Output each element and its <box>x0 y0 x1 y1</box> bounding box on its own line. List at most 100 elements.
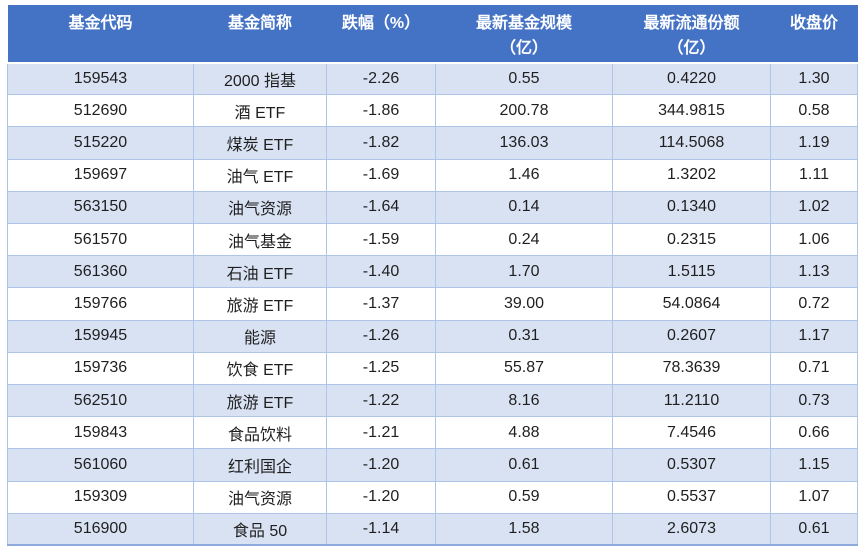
table-row: 515220 煤炭 ETF -1.82 136.03 114.5068 1.19 <box>7 126 858 160</box>
cell-fund-code: 159697 <box>7 158 194 192</box>
table-row: 159309 油气资源 -1.20 0.59 0.5537 1.07 <box>7 480 858 514</box>
cell-fund-scale: 0.59 <box>435 480 613 514</box>
cell-fund-code: 512690 <box>7 94 194 128</box>
cell-fund-scale: 4.88 <box>435 416 613 450</box>
header-fund-code: 基金代码 <box>7 5 194 63</box>
fund-table: 基金代码 基金简称 跌幅（%） 最新基金规模 （亿） 最新流通份额 （亿） 收盘… <box>7 5 858 547</box>
cell-fund-scale: 0.31 <box>435 319 613 353</box>
cell-fund-name: 食品饮料 <box>193 416 327 450</box>
table-row: 516900 食品 50 -1.14 1.58 2.6073 0.61 <box>7 512 858 546</box>
table-row: 562510 旅游 ETF -1.22 8.16 11.2110 0.73 <box>7 383 858 418</box>
cell-fund-scale: 0.55 <box>435 61 613 96</box>
cell-fund-name: 红利国企 <box>193 448 327 482</box>
table-row: 159843 食品饮料 -1.21 4.88 7.4546 0.66 <box>7 416 858 450</box>
cell-fund-scale: 1.46 <box>435 158 613 192</box>
cell-decline-pct: -1.40 <box>326 255 436 289</box>
cell-decline-pct: -1.26 <box>326 319 436 353</box>
cell-circulating-shares: 2.6073 <box>612 512 771 546</box>
table-row: 561570 油气基金 -1.59 0.24 0.2315 1.06 <box>7 223 858 257</box>
table-header: 基金代码 基金简称 跌幅（%） 最新基金规模 （亿） 最新流通份额 （亿） 收盘… <box>7 5 858 63</box>
cell-fund-scale: 136.03 <box>435 126 613 160</box>
header-decline-pct: 跌幅（%） <box>326 5 436 63</box>
cell-close-price: 0.58 <box>770 94 858 128</box>
cell-close-price: 1.30 <box>770 61 858 96</box>
cell-decline-pct: -1.59 <box>326 223 436 257</box>
cell-circulating-shares: 0.4220 <box>612 61 771 96</box>
cell-fund-code: 516900 <box>7 512 194 546</box>
cell-fund-name: 油气 ETF <box>193 158 327 192</box>
cell-circulating-shares: 0.5307 <box>612 448 771 482</box>
header-row: 基金代码 基金简称 跌幅（%） 最新基金规模 （亿） 最新流通份额 （亿） 收盘… <box>7 5 858 63</box>
cell-fund-code: 159766 <box>7 287 194 321</box>
cell-fund-code: 563150 <box>7 190 194 225</box>
cell-decline-pct: -1.69 <box>326 158 436 192</box>
cell-decline-pct: -1.21 <box>326 416 436 450</box>
cell-fund-code: 159543 <box>7 61 194 96</box>
cell-close-price: 0.72 <box>770 287 858 321</box>
cell-fund-scale: 0.24 <box>435 223 613 257</box>
cell-decline-pct: -1.82 <box>326 126 436 160</box>
cell-circulating-shares: 114.5068 <box>612 126 771 160</box>
cell-fund-scale: 1.70 <box>435 255 613 289</box>
cell-close-price: 1.19 <box>770 126 858 160</box>
cell-fund-code: 159945 <box>7 319 194 353</box>
cell-decline-pct: -1.20 <box>326 480 436 514</box>
cell-fund-scale: 55.87 <box>435 351 613 385</box>
cell-fund-scale: 0.61 <box>435 448 613 482</box>
cell-fund-scale: 200.78 <box>435 94 613 128</box>
table-row: 563150 油气资源 -1.64 0.14 0.1340 1.02 <box>7 190 858 225</box>
cell-fund-name: 油气资源 <box>193 190 327 225</box>
cell-fund-name: 能源 <box>193 319 327 353</box>
cell-decline-pct: -1.37 <box>326 287 436 321</box>
cell-decline-pct: -2.26 <box>326 61 436 96</box>
cell-decline-pct: -1.25 <box>326 351 436 385</box>
cell-fund-name: 2000 指基 <box>193 61 327 96</box>
cell-decline-pct: -1.22 <box>326 383 436 418</box>
cell-circulating-shares: 54.0864 <box>612 287 771 321</box>
cell-circulating-shares: 1.5115 <box>612 255 771 289</box>
cell-fund-name: 油气资源 <box>193 480 327 514</box>
cell-fund-code: 159843 <box>7 416 194 450</box>
cell-fund-code: 159309 <box>7 480 194 514</box>
header-fund-scale: 最新基金规模 （亿） <box>435 5 613 63</box>
header-close-price: 收盘价 <box>770 5 858 63</box>
cell-fund-name: 饮食 ETF <box>193 351 327 385</box>
cell-fund-name: 酒 ETF <box>193 94 327 128</box>
cell-decline-pct: -1.86 <box>326 94 436 128</box>
cell-fund-name: 食品 50 <box>193 512 327 546</box>
cell-fund-scale: 39.00 <box>435 287 613 321</box>
cell-circulating-shares: 7.4546 <box>612 416 771 450</box>
cell-close-price: 1.11 <box>770 158 858 192</box>
cell-close-price: 0.61 <box>770 512 858 546</box>
cell-fund-code: 159736 <box>7 351 194 385</box>
cell-circulating-shares: 11.2110 <box>612 383 771 418</box>
cell-fund-code: 561570 <box>7 223 194 257</box>
cell-close-price: 1.17 <box>770 319 858 353</box>
cell-close-price: 1.15 <box>770 448 858 482</box>
cell-close-price: 1.13 <box>770 255 858 289</box>
cell-decline-pct: -1.64 <box>326 190 436 225</box>
table-row: 159543 2000 指基 -2.26 0.55 0.4220 1.30 <box>7 61 858 96</box>
cell-fund-name: 旅游 ETF <box>193 287 327 321</box>
table-row: 159766 旅游 ETF -1.37 39.00 54.0864 0.72 <box>7 287 858 321</box>
cell-close-price: 0.66 <box>770 416 858 450</box>
table-row: 159945 能源 -1.26 0.31 0.2607 1.17 <box>7 319 858 353</box>
table-row: 561060 红利国企 -1.20 0.61 0.5307 1.15 <box>7 448 858 482</box>
cell-close-price: 1.06 <box>770 223 858 257</box>
cell-circulating-shares: 78.3639 <box>612 351 771 385</box>
cell-decline-pct: -1.20 <box>326 448 436 482</box>
cell-circulating-shares: 1.3202 <box>612 158 771 192</box>
cell-fund-name: 煤炭 ETF <box>193 126 327 160</box>
cell-fund-code: 562510 <box>7 383 194 418</box>
cell-circulating-shares: 0.2607 <box>612 319 771 353</box>
cell-fund-name: 石油 ETF <box>193 255 327 289</box>
header-fund-name: 基金简称 <box>193 5 327 63</box>
cell-fund-name: 油气基金 <box>193 223 327 257</box>
cell-close-price: 0.73 <box>770 383 858 418</box>
cell-fund-code: 515220 <box>7 126 194 160</box>
cell-close-price: 1.02 <box>770 190 858 225</box>
cell-fund-scale: 0.14 <box>435 190 613 225</box>
cell-fund-scale: 1.58 <box>435 512 613 546</box>
header-circulating-shares: 最新流通份额 （亿） <box>612 5 771 63</box>
table-row: 561360 石油 ETF -1.40 1.70 1.5115 1.13 <box>7 255 858 289</box>
